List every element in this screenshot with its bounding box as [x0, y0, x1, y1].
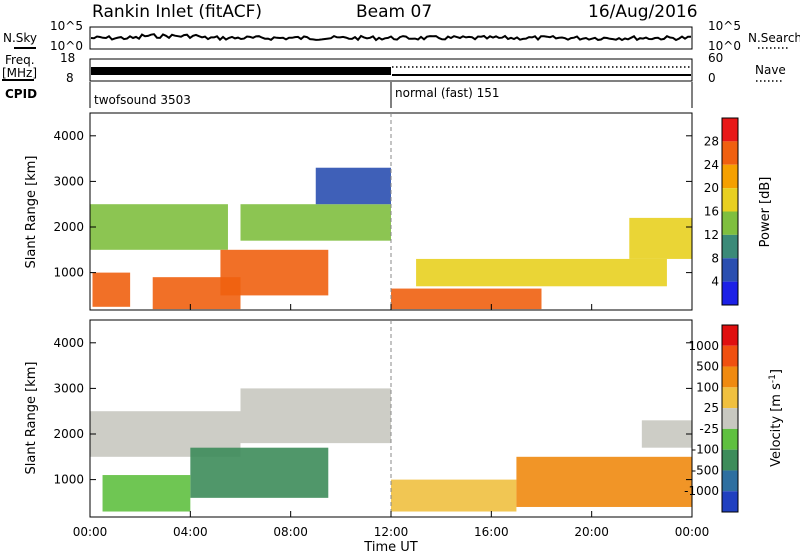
- colorbar-tick-label: -500: [692, 463, 719, 477]
- date-title: 16/Aug/2016: [588, 2, 698, 22]
- colorbar-swatch: [722, 188, 738, 212]
- x-tick-label: 04:00: [173, 525, 208, 539]
- colorbar-swatch: [722, 408, 738, 429]
- nsky-strip: [89, 26, 693, 50]
- power-y-ticks: 1000 2000 3000 4000: [53, 129, 692, 280]
- colorbar-tick-label: 24: [704, 158, 719, 172]
- colorbar-swatch: [722, 366, 738, 388]
- colorbar-tick-label: -1000: [684, 484, 719, 498]
- colorbar-tick-label: 16: [704, 205, 719, 219]
- colorbar-tick-label: -25: [699, 422, 719, 436]
- y-tick-label: 3000: [53, 174, 84, 188]
- site-title: Rankin Inlet (fitACF): [92, 2, 262, 22]
- y-tick-label: 1000: [53, 266, 84, 280]
- colorbar-swatch: [722, 234, 738, 259]
- colorbar-tick-label: 500: [696, 360, 719, 374]
- beam-title: Beam 07: [356, 2, 432, 22]
- data-region: [629, 217, 692, 259]
- y-tick-label: 4000: [53, 129, 84, 143]
- colorbar-tick-label: 100: [696, 380, 719, 394]
- data-region: [92, 272, 131, 307]
- y-tick-label: 1000: [53, 473, 84, 487]
- nave-tick-top: 60: [708, 51, 723, 65]
- data-region: [516, 456, 692, 507]
- nsearch-label: N.Search: [748, 31, 800, 45]
- cpid-label: CPID: [5, 87, 37, 101]
- x-tick-label: 00:00: [675, 525, 710, 539]
- velocity-y-ticks: 1000 2000 3000 4000: [53, 336, 692, 487]
- colorbar-swatch: [722, 164, 738, 189]
- power-data: [90, 167, 692, 310]
- y-tick-label: 2000: [53, 427, 84, 441]
- colorbar-tick-label: 12: [704, 228, 719, 242]
- nsky-tick-bottom: 10^0: [50, 39, 83, 53]
- nsky-tick-top: 10^5: [50, 19, 83, 33]
- colorbar-tick-label: 28: [704, 134, 719, 148]
- velocity-cbar-label: Velocity [m s-1]: [768, 369, 784, 467]
- velocity-panel: 1000 2000 3000 4000 Slant Range [km]: [24, 319, 693, 518]
- x-tick-label: 00:00: [73, 525, 108, 539]
- freq-label-1: Freq.: [5, 53, 35, 67]
- velocity-data: [90, 388, 692, 512]
- colorbar-swatch: [722, 387, 738, 409]
- colorbar-tick-label: 8: [711, 251, 719, 265]
- x-tick-label: 16:00: [474, 525, 509, 539]
- colorbar-tick-label: -100: [692, 443, 719, 457]
- x-tick-label: 08:00: [273, 525, 308, 539]
- data-region: [315, 167, 391, 205]
- colorbar-swatch: [722, 211, 738, 235]
- freq-strip: [89, 58, 693, 82]
- nsearch-tick-top: 10^5: [708, 19, 741, 33]
- power-colorbar: 4 8 12 16 20 24 28: [704, 117, 739, 306]
- freq-trace-fill: [91, 67, 391, 75]
- data-region: [102, 475, 191, 512]
- y-tick-label: 3000: [53, 381, 84, 395]
- colorbar-swatch: [722, 428, 738, 450]
- colorbar-tick-label: 1000: [688, 339, 719, 353]
- velocity-colorbar: 1000 500 100 25 -25 -100 -500 -1000: [684, 324, 739, 513]
- colorbar-swatch: [722, 449, 738, 471]
- data-region: [641, 420, 692, 448]
- nsearch-tick-bottom: 10^0: [708, 39, 741, 53]
- colorbar-swatch: [722, 281, 738, 305]
- nave-label: Nave: [755, 63, 786, 77]
- time-xlabel: Time UT: [363, 540, 417, 554]
- y-tick-label: 4000: [53, 336, 84, 350]
- colorbar-swatch: [722, 345, 738, 367]
- colorbar-tick-label: 20: [704, 181, 719, 195]
- colorbar-swatch: [722, 470, 738, 492]
- cpid-mode-1: twofsound 3503: [94, 93, 191, 107]
- freq-label-2: [MHz]: [2, 66, 37, 80]
- colorbar-swatch: [722, 258, 738, 282]
- nsky-label: N.Sky: [3, 31, 37, 45]
- velocity-ylabel: Slant Range [km]: [24, 362, 39, 475]
- data-region: [391, 288, 542, 310]
- data-region: [220, 249, 329, 296]
- freq-tick-bottom: 8: [66, 71, 74, 85]
- data-region: [240, 204, 391, 241]
- power-ylabel: Slant Range [km]: [24, 156, 39, 269]
- cpid-mode-2: normal (fast) 151: [395, 86, 499, 100]
- time-x-ticks: 00:00 04:00 08:00 12:00 16:00 20:00 00:00: [73, 304, 710, 539]
- nave-tick-bottom: 0: [708, 71, 716, 85]
- colorbar-swatch: [722, 325, 738, 346]
- data-region: [416, 258, 667, 287]
- nsky-trace: [90, 33, 692, 42]
- colorbar-tick-label: 25: [704, 401, 719, 415]
- data-region: [190, 447, 329, 498]
- colorbar-swatch: [722, 118, 738, 142]
- colorbar-tick-label: 4: [711, 275, 719, 289]
- data-region: [391, 479, 517, 512]
- y-tick-label: 2000: [53, 220, 84, 234]
- power-cbar-label: Power [dB]: [758, 177, 773, 248]
- x-tick-label: 12:00: [374, 525, 409, 539]
- freq-tick-top: 18: [60, 51, 75, 65]
- x-tick-label: 20:00: [574, 525, 609, 539]
- colorbar-swatch: [722, 491, 738, 512]
- data-region: [240, 388, 391, 444]
- power-panel: 1000 2000 3000 4000 Slant Range [km]: [24, 112, 693, 311]
- colorbar-swatch: [722, 141, 738, 165]
- data-region: [90, 204, 228, 250]
